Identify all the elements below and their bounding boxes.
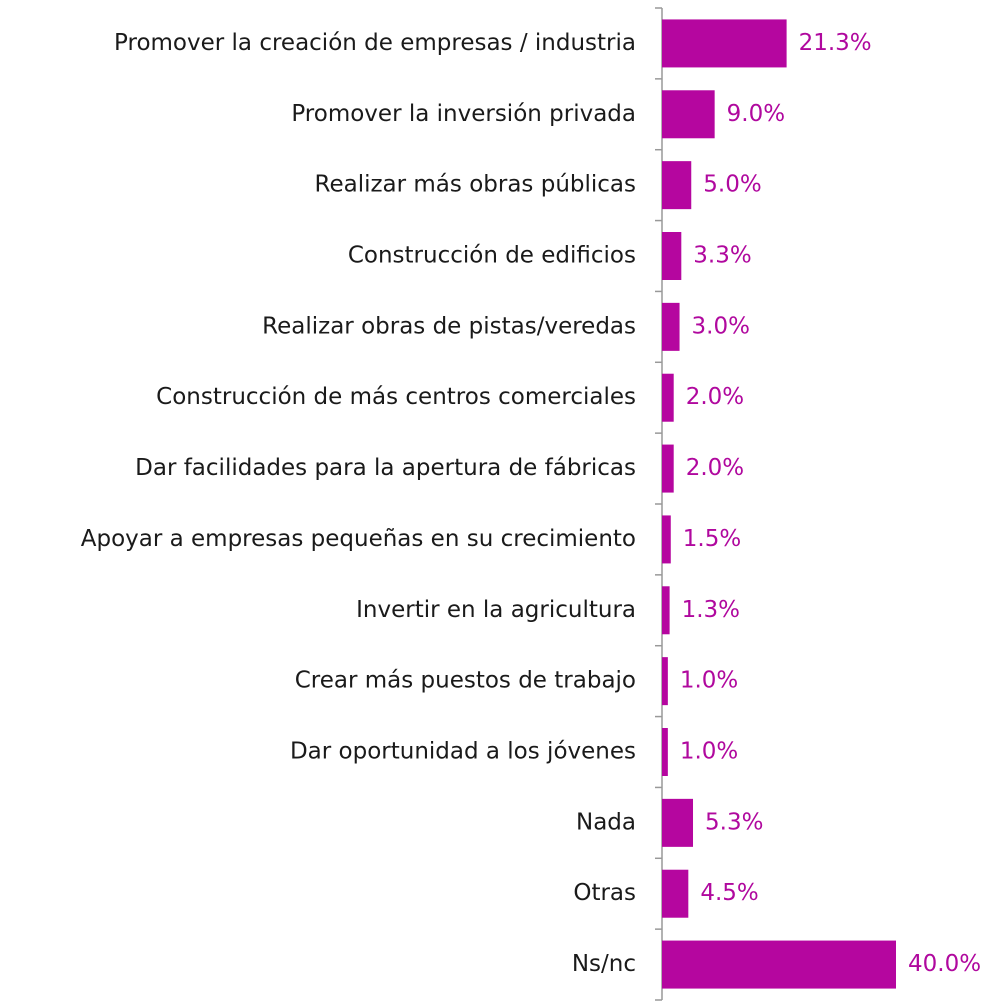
category-label: Promover la creación de empresas / indus… xyxy=(114,30,636,56)
category-label: Promover la inversión privada xyxy=(291,101,636,127)
category-label: Realizar obras de pistas/veredas xyxy=(262,313,636,339)
category-label: Realizar más obras públicas xyxy=(315,172,637,198)
category-label: Crear más puestos de trabajo xyxy=(295,668,636,694)
category-label: Dar facilidades para la apertura de fábr… xyxy=(135,455,636,481)
bar xyxy=(662,19,787,68)
category-label: Invertir en la agricultura xyxy=(356,597,636,623)
value-label: 5.0% xyxy=(703,172,761,198)
bar xyxy=(662,232,682,280)
bar xyxy=(662,657,668,706)
bar xyxy=(662,161,692,210)
value-label: 1.3% xyxy=(682,597,740,623)
value-label: 2.0% xyxy=(686,384,744,410)
value-label: 1.0% xyxy=(680,739,738,765)
bar xyxy=(662,444,674,493)
value-label: 3.3% xyxy=(693,243,751,269)
bar xyxy=(662,515,671,564)
bar xyxy=(662,798,694,847)
category-label: Otras xyxy=(573,880,636,906)
bar xyxy=(662,940,896,989)
value-label: 5.3% xyxy=(705,809,763,835)
bar xyxy=(662,586,670,635)
bar xyxy=(662,373,674,422)
category-label: Construcción de edificios xyxy=(348,243,636,269)
value-label: 1.0% xyxy=(680,668,738,694)
category-label: Apoyar a empresas pequeñas en su crecimi… xyxy=(81,526,636,552)
value-label: 1.5% xyxy=(683,526,741,552)
category-label: Ns/nc xyxy=(572,951,636,977)
category-label: Nada xyxy=(576,809,636,835)
value-label: 9.0% xyxy=(727,101,785,127)
category-label: Dar oportunidad a los jóvenes xyxy=(290,739,636,765)
bar xyxy=(662,90,715,139)
value-label: 3.0% xyxy=(692,313,750,339)
value-label: 40.0% xyxy=(908,951,981,977)
value-label: 4.5% xyxy=(700,880,758,906)
bar xyxy=(662,869,689,918)
value-label: 2.0% xyxy=(686,455,744,481)
category-label: Construcción de más centros comerciales xyxy=(156,384,636,410)
value-label: 21.3% xyxy=(799,30,872,56)
bar xyxy=(662,302,680,351)
bar xyxy=(662,728,668,776)
